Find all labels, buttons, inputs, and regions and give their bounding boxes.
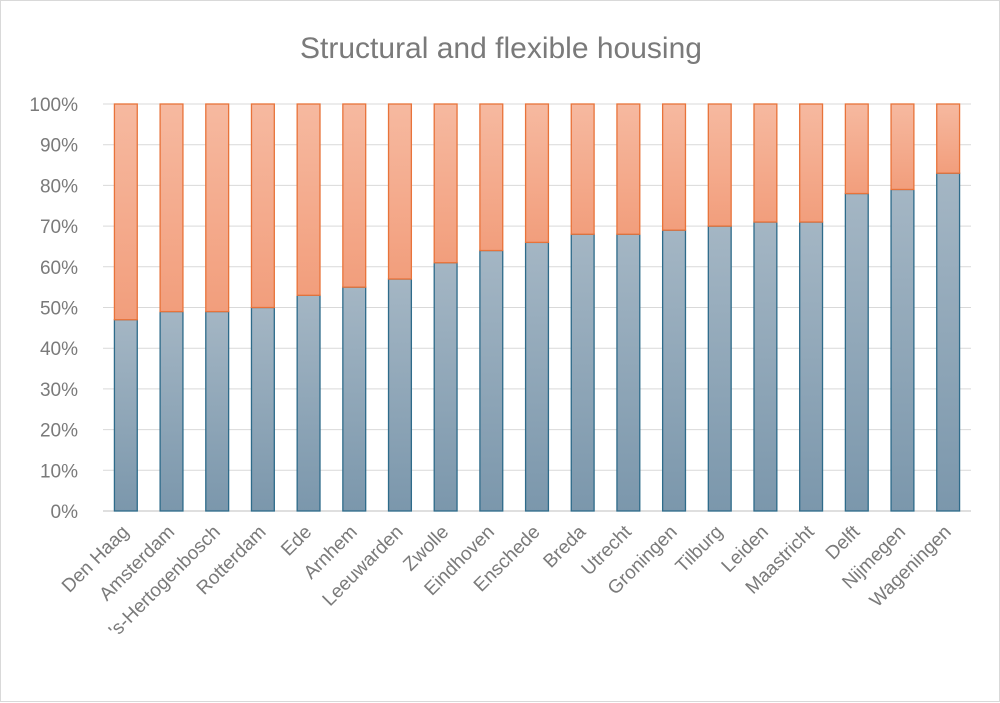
y-tick-label: 100% bbox=[29, 95, 78, 116]
bar-segment-series-1 bbox=[570, 233, 595, 512]
bar-segment-series-2 bbox=[342, 103, 367, 288]
bar-segment-series-1 bbox=[479, 249, 504, 512]
y-axis-ticks: 0% 10% 20% 30% 40% 50% 60% 70% 80% 90% 100% bbox=[29, 95, 78, 523]
y-tick-label: 90% bbox=[40, 136, 78, 157]
bar-segment-series-2 bbox=[890, 103, 915, 191]
y-tick-label: 30% bbox=[40, 380, 78, 401]
bar-segment-series-2 bbox=[205, 103, 230, 313]
bar-segment-series-2 bbox=[707, 103, 732, 227]
x-category-label: Tilburg bbox=[672, 522, 727, 577]
y-tick-label: 80% bbox=[40, 176, 78, 197]
bar-segment-series-1 bbox=[205, 310, 230, 512]
y-tick-label: 40% bbox=[40, 339, 78, 360]
bar-segment-series-1 bbox=[890, 188, 915, 512]
bar-segment-series-1 bbox=[342, 286, 367, 512]
bar-segment-series-2 bbox=[753, 103, 778, 223]
bar-segment-series-2 bbox=[159, 103, 184, 313]
y-tick-label: 60% bbox=[40, 258, 78, 279]
y-tick-label: 10% bbox=[40, 461, 78, 482]
chart-title: Structural and flexible housing bbox=[300, 32, 702, 65]
bar-segment-series-2 bbox=[799, 103, 824, 223]
bar-layer bbox=[113, 103, 961, 512]
bar-segment-series-2 bbox=[479, 103, 504, 252]
bar-segment-series-1 bbox=[433, 262, 458, 512]
bar-segment-series-2 bbox=[113, 103, 138, 321]
bar-segment-series-1 bbox=[159, 310, 184, 512]
bar-segment-series-2 bbox=[296, 103, 321, 296]
bar-segment-series-1 bbox=[799, 221, 824, 512]
bar-segment-series-1 bbox=[936, 172, 961, 512]
y-tick-label: 0% bbox=[51, 502, 79, 523]
bar-segment-series-1 bbox=[113, 319, 138, 512]
bar-segment-series-1 bbox=[524, 241, 550, 512]
bar-segment-series-1 bbox=[616, 233, 641, 512]
y-tick-label: 70% bbox=[40, 217, 78, 238]
bar-segment-series-2 bbox=[524, 103, 550, 244]
bar-segment-series-2 bbox=[661, 103, 687, 231]
bar-segment-series-2 bbox=[433, 103, 458, 264]
y-tick-label: 50% bbox=[40, 299, 78, 320]
bar-segment-series-2 bbox=[616, 103, 641, 235]
bar-segment-series-1 bbox=[296, 294, 321, 512]
y-tick-label: 20% bbox=[40, 421, 78, 442]
bar-segment-series-1 bbox=[844, 192, 869, 512]
bar-segment-series-1 bbox=[707, 225, 732, 512]
x-category-label: Ede bbox=[277, 522, 316, 561]
bar-segment-series-2 bbox=[387, 103, 413, 280]
bar-segment-series-2 bbox=[250, 103, 275, 309]
x-axis-labels: Den HaagAmsterdam's-HertogenboschRotterd… bbox=[58, 521, 956, 641]
bar-segment-series-1 bbox=[661, 229, 687, 512]
bar-segment-series-1 bbox=[753, 221, 778, 512]
bar-segment-series-2 bbox=[844, 103, 869, 195]
bar-segment-series-1 bbox=[250, 306, 275, 512]
bar-segment-series-2 bbox=[936, 103, 961, 174]
bar-segment-series-1 bbox=[387, 278, 413, 512]
bar-segment-series-2 bbox=[570, 103, 595, 235]
